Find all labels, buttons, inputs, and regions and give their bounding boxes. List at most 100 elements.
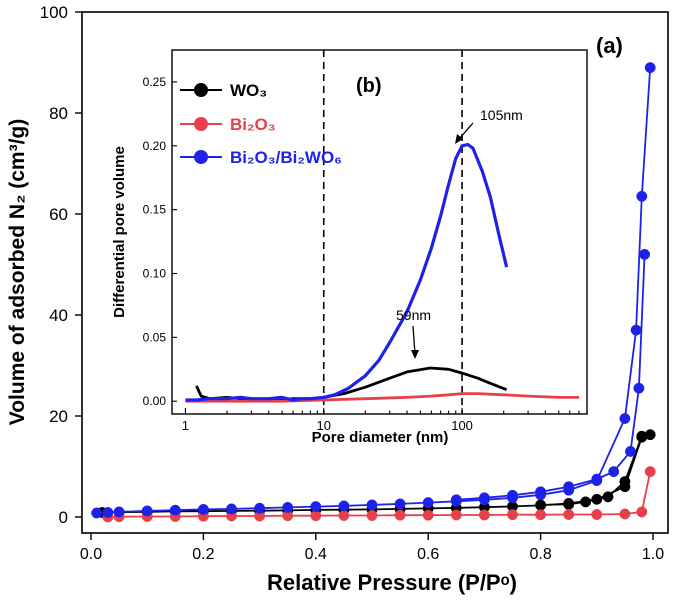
main-y-tick-label: 0: [59, 508, 68, 527]
main-x-tick-label: 0.0: [80, 546, 102, 563]
main-series-group: [91, 62, 656, 523]
main-data-point: [563, 498, 575, 510]
main-data-point: [633, 382, 645, 394]
main-data-point: [619, 508, 631, 520]
main-data-point: [254, 502, 266, 514]
legend-marker-bi-o: [194, 117, 208, 131]
main-y-tick-label: 80: [49, 104, 68, 123]
main-data-point: [450, 494, 462, 506]
main-data-point: [507, 509, 518, 521]
inset-y-ticks: 0.00 0.05 0.10 0.15 0.20 0.25: [143, 75, 177, 408]
legend-label-wo: WO₃: [230, 81, 267, 100]
main-data-point: [619, 476, 631, 488]
inset-y-axis-label: Differential pore volume: [111, 146, 128, 318]
legend-label-bi-o-bi-wo: Bi₂O₃/Bi₂WO₆: [230, 148, 342, 167]
main-data-point: [591, 473, 603, 485]
annotation-105nm-label: 105nm: [480, 107, 523, 123]
inset-x-axis-label: Pore diameter (nm): [312, 429, 449, 446]
inset-series-group: [185, 142, 579, 403]
main-data-point: [630, 324, 642, 336]
main-x-ticks: 0.0 0.2 0.4 0.6 0.8 1.0: [80, 533, 664, 563]
main-data-point: [310, 501, 322, 513]
inset-series-line-bi-o: [185, 392, 579, 403]
main-series-bi-o-bi-wo: [91, 62, 656, 519]
main-data-point: [602, 491, 614, 503]
inset-x-tick-label: 1: [182, 418, 189, 433]
annotation-59nm-arrowhead: [411, 350, 419, 359]
main-plot-frame: [81, 11, 669, 534]
main-data-point: [591, 509, 603, 520]
inset-y-tick-label: 0.15: [143, 203, 167, 217]
legend-label-bi-o: Bi₂O₃: [230, 115, 276, 134]
main-data-point: [394, 498, 406, 510]
inset-x-tick-label: 10: [317, 418, 331, 433]
main-data-point: [507, 489, 518, 501]
main-desorption-line-bi-o-bi-wo: [456, 254, 646, 501]
main-x-tick-label: 0.8: [529, 546, 551, 563]
inset-reference-lines: [322, 50, 463, 414]
inset-x-ticks: 1 10 100: [182, 408, 588, 433]
main-data-point: [338, 510, 350, 521]
main-data-point: [644, 466, 656, 478]
panel-b-label: (b): [356, 75, 382, 97]
annotation-105nm-arrow: [458, 122, 474, 140]
main-data-point: [644, 62, 656, 74]
main-y-tick-label: 100: [40, 3, 68, 22]
main-data-point: [636, 190, 648, 202]
main-y-tick-label: 20: [49, 407, 68, 426]
main-chart-panel: 0.0 0.2 0.4 0.6 0.8 1.0 0 20 40 60 80 100 Relative…: [6, 3, 669, 595]
main-x-axis-label: Relative Pressure (P/Pᵒ): [267, 570, 517, 595]
inset-y-tick-label: 0.20: [143, 139, 167, 153]
main-data-point: [91, 507, 103, 519]
inset-annotations: 105nm 59nm: [396, 107, 523, 359]
main-data-point: [169, 504, 181, 516]
main-data-point: [422, 509, 434, 521]
main-x-tick-label: 0.4: [305, 546, 327, 563]
main-data-point: [625, 445, 636, 457]
main-data-point: [636, 506, 648, 518]
main-data-point: [141, 505, 153, 517]
main-data-point: [636, 430, 648, 442]
main-data-point: [366, 499, 378, 511]
inset-chart-panel: 1 10 100 0.00 0.05 0.10 0.15 0.20 0.25 WO₃ Bi₂O₃…: [111, 49, 588, 446]
main-data-point: [608, 466, 620, 478]
inset-background: [172, 50, 587, 414]
inset-series-line-bi-o-bi-wo: [185, 142, 509, 402]
inset-legend: WO₃ Bi₂O₃ Bi₂O₃/Bi₂WO₆: [180, 81, 342, 167]
main-x-tick-label: 0.6: [417, 546, 439, 563]
panel-a-label: (a): [596, 33, 623, 58]
main-data-point: [478, 509, 490, 521]
main-desorption-line-wo: [540, 435, 643, 506]
main-series-bi-o: [102, 466, 656, 523]
inset-y-tick-label: 0.00: [143, 394, 167, 408]
inset-y-tick-label: 0.10: [143, 267, 167, 281]
main-data-point: [102, 507, 114, 518]
main-data-point: [197, 503, 209, 515]
main-adsorption-line-bi-o: [107, 471, 652, 518]
main-y-axis-label: Volume of adsorbed N₂ (cm³/g): [6, 119, 29, 425]
legend-marker-wo: [194, 83, 208, 97]
main-data-point: [535, 509, 547, 521]
main-y-tick-label: 60: [49, 205, 68, 224]
inset-y-tick-label: 0.05: [143, 330, 167, 344]
main-x-tick-label: 0.2: [192, 546, 214, 563]
main-data-point: [366, 510, 378, 521]
main-data-point: [563, 509, 575, 520]
inset-y-tick-label: 0.25: [143, 75, 167, 89]
main-data-point: [338, 500, 350, 512]
main-data-point: [478, 492, 490, 504]
main-data-point: [580, 496, 592, 508]
main-data-point: [394, 509, 406, 521]
main-data-point: [535, 499, 547, 511]
annotation-59nm-label: 59nm: [396, 307, 431, 323]
main-data-point: [422, 497, 434, 509]
main-data-point: [226, 503, 237, 515]
main-x-tick-label: 1.0: [642, 546, 664, 563]
main-data-point: [619, 413, 631, 424]
annotation-105nm-arrowhead: [455, 134, 463, 144]
annotation-59nm-arrow: [412, 325, 416, 355]
main-data-point: [535, 486, 547, 498]
main-data-point: [563, 481, 575, 493]
inset-x-tick-label: 100: [451, 418, 473, 433]
legend-marker-bi-o-bi-wo: [194, 150, 208, 164]
